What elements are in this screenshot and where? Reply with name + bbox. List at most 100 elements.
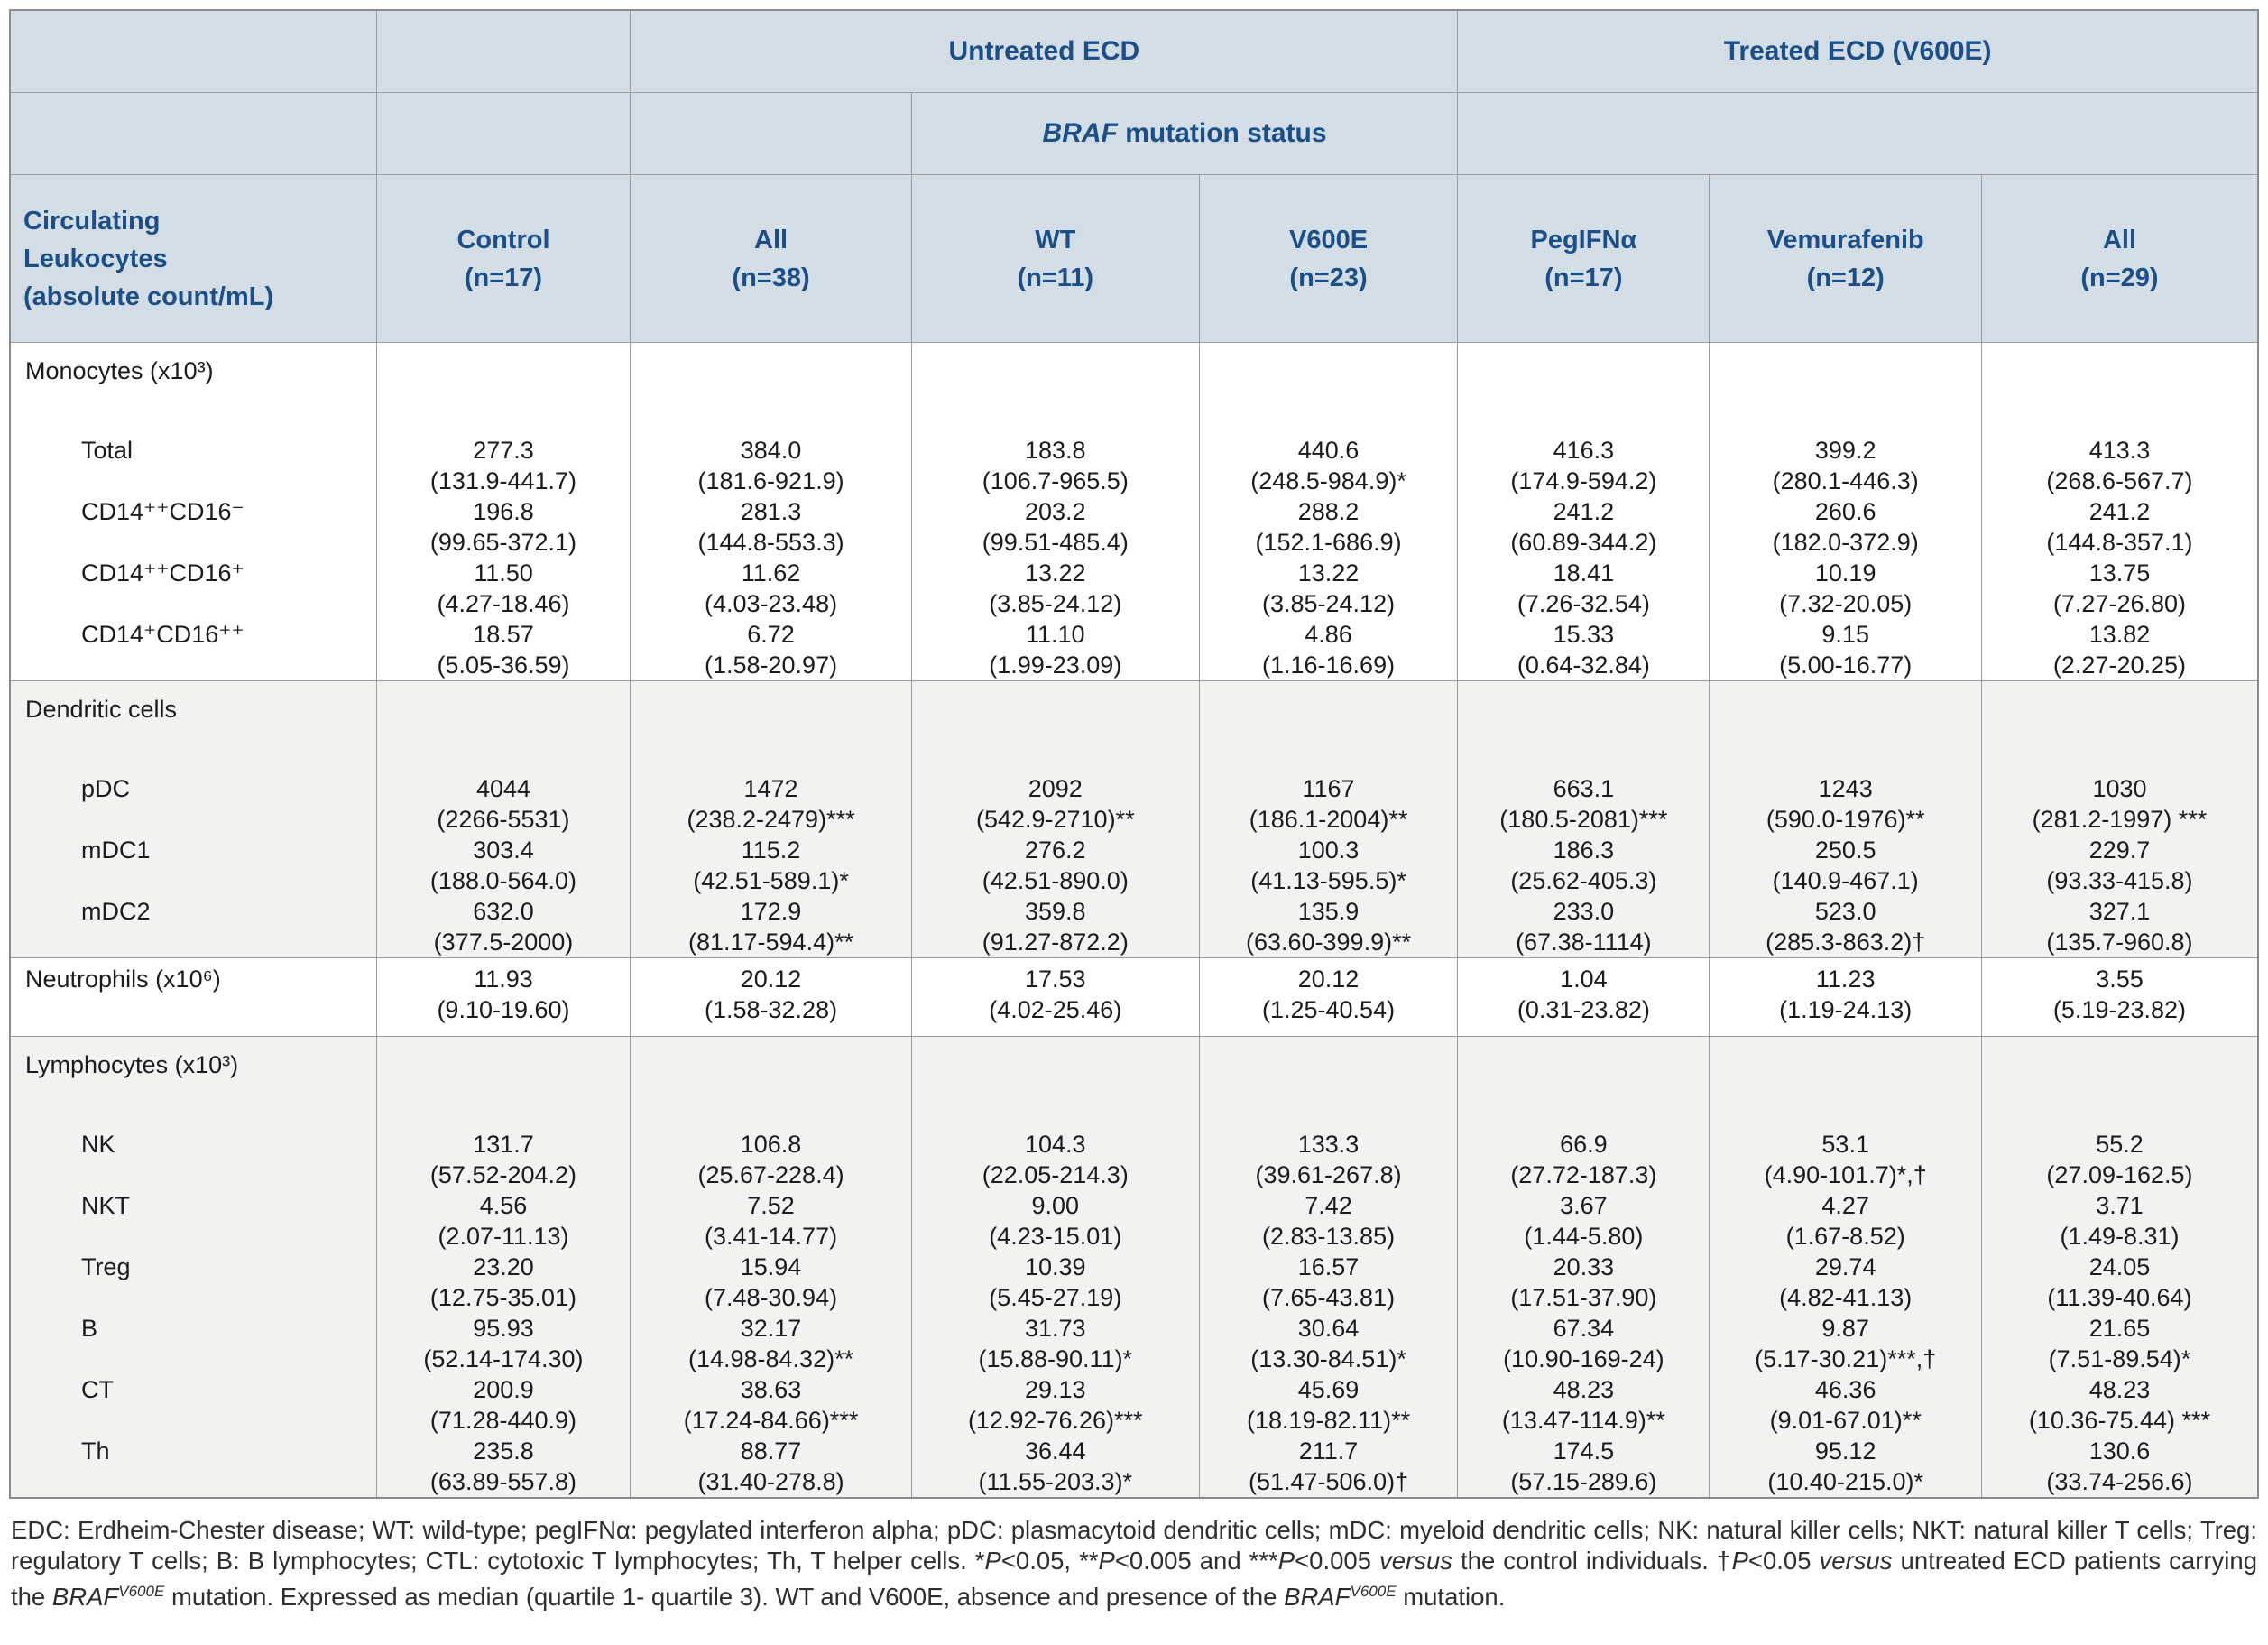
- median-value: 88.77: [740, 1437, 802, 1465]
- quartile-range: (4.90-101.7)*,†: [1764, 1161, 1927, 1188]
- value-cell: 3.67 (1.44-5.80): [1457, 1190, 1710, 1252]
- row-label: Treg: [9, 1252, 377, 1313]
- value-cell: 31.73 (15.88-90.11)*: [910, 1313, 1200, 1374]
- median-value: 36.44: [1024, 1437, 1086, 1465]
- value-cell: 241.2 (60.89-344.2): [1457, 496, 1710, 558]
- median-value: 186.3: [1553, 836, 1615, 864]
- value-cell: 88.77 (31.40-278.8): [630, 1436, 912, 1498]
- quartile-range: (13.30-84.51)*: [1250, 1345, 1406, 1372]
- value-cell: 288.2 (152.1-686.9): [1198, 496, 1459, 558]
- table-row: NK 131.7 (57.52-204.2) 106.8 (25.67-228.4) 10…: [9, 1129, 2259, 1190]
- value-cell: 4.27 (1.67-8.52): [1709, 1190, 1982, 1252]
- median-value: 288.2: [1297, 498, 1360, 525]
- quartile-range: (99.65-372.1): [429, 529, 577, 556]
- median-value: 3.67: [1560, 1192, 1608, 1219]
- value-cell: 399.2 (280.1-446.3): [1709, 435, 1982, 496]
- quartile-range: (281.2-1997) ***: [2032, 806, 2208, 833]
- quartile-range: (7.32-20.05): [1779, 590, 1913, 617]
- median-value: 250.5: [1814, 836, 1876, 864]
- median-value: 229.7: [2088, 836, 2151, 864]
- quartile-range: (5.17-30.21)***,†: [1755, 1345, 1937, 1372]
- quartile-range: (10.36-75.44) ***: [2028, 1407, 2211, 1434]
- quartile-range: (27.09-162.5): [2046, 1161, 2193, 1188]
- quartile-range: (542.9-2710)**: [975, 806, 1135, 833]
- value-cell: 632.0 (377.5-2000): [375, 896, 632, 958]
- value-cell: 15.33 (0.64-32.84): [1457, 619, 1710, 681]
- blank-cell: [1457, 92, 2259, 175]
- median-value: 31.73: [1024, 1315, 1086, 1342]
- median-value: 359.8: [1024, 898, 1086, 925]
- median-value: 663.1: [1553, 775, 1615, 802]
- col-header-v600e: V600E (n=23): [1198, 174, 1459, 343]
- median-value: 281.3: [740, 498, 802, 525]
- corner-label: Circulating Leukocytes (absolute count/m…: [9, 174, 377, 343]
- empty-cell: [630, 342, 912, 435]
- value-cell: 260.6 (182.0-372.9): [1709, 496, 1982, 558]
- value-cell: 55.2 (27.09-162.5): [1980, 1129, 2259, 1190]
- value-cell: 9.15 (5.00-16.77): [1709, 619, 1982, 681]
- quartile-range: (1.25-40.54): [1261, 996, 1396, 1023]
- median-value: 95.93: [473, 1315, 534, 1342]
- empty-cell: [375, 1036, 632, 1129]
- median-value: 4.27: [1821, 1192, 1869, 1219]
- value-cell: 104.3 (22.05-214.3): [910, 1129, 1200, 1190]
- empty-cell: [1709, 1036, 1982, 1129]
- col-header-wt: WT (n=11): [910, 174, 1200, 343]
- quartile-range: (60.89-344.2): [1510, 529, 1657, 556]
- value-cell: 11.23 (1.19-24.13): [1709, 957, 1982, 1037]
- value-cell: 15.94 (7.48-30.94): [630, 1252, 912, 1313]
- median-value: 1243: [1818, 775, 1873, 802]
- median-value: 440.6: [1297, 437, 1360, 464]
- quartile-range: (11.39-40.64): [2047, 1284, 2192, 1311]
- median-value: 384.0: [740, 437, 802, 464]
- value-cell: 4.86 (1.16-16.69): [1198, 619, 1459, 681]
- median-value: 1.04: [1560, 966, 1608, 993]
- quartile-range: (1.49-8.31): [2060, 1223, 2180, 1250]
- median-value: 1472: [743, 775, 798, 802]
- quartile-range: (11.55-203.3)*: [978, 1468, 1133, 1495]
- table-row: mDC2 632.0 (377.5-2000) 172.9 (81.17-594.4)*…: [9, 896, 2259, 958]
- table-row: Treg 23.20 (12.75-35.01) 15.94 (7.48-30.94) 1…: [9, 1252, 2259, 1313]
- quartile-range: (140.9-467.1): [1772, 867, 1919, 894]
- quartile-range: (57.15-289.6): [1510, 1468, 1657, 1495]
- median-value: 196.8: [473, 498, 534, 525]
- quartile-range: (12.75-35.01): [429, 1284, 577, 1311]
- quartile-range: (1.99-23.09): [989, 652, 1122, 679]
- median-value: 16.57: [1297, 1253, 1360, 1280]
- quartile-range: (3.41-14.77): [704, 1223, 838, 1250]
- quartile-range: (25.62-405.3): [1510, 867, 1657, 894]
- value-cell: 523.0 (285.3-863.2)†: [1709, 896, 1982, 958]
- col-header-all-treated: All (n=29): [1980, 174, 2259, 343]
- table-row: pDC 4044 (2266-5531) 1472 (238.2-2479)*** 209…: [9, 773, 2259, 835]
- quartile-range: (12.92-76.26)***: [967, 1407, 1143, 1434]
- quartile-range: (280.1-446.3): [1772, 467, 1919, 494]
- quartile-range: (57.52-204.2): [429, 1161, 577, 1188]
- value-cell: 183.8 (106.7-965.5): [910, 435, 1200, 496]
- value-cell: 4.56 (2.07-11.13): [375, 1190, 632, 1252]
- quartile-range: (1.58-20.97): [704, 652, 838, 679]
- median-value: 183.8: [1024, 437, 1086, 464]
- col-header-vemurafenib: Vemurafenib (n=12): [1709, 174, 1982, 343]
- quartile-range: (4.03-23.48): [704, 590, 838, 617]
- value-cell: 250.5 (140.9-467.1): [1709, 835, 1982, 896]
- median-value: 24.05: [2088, 1253, 2151, 1280]
- quartile-range: (5.19-23.82): [2052, 996, 2187, 1023]
- row-label: Neutrophils (x10⁶): [9, 957, 377, 1037]
- quartile-range: (7.65-43.81): [1261, 1284, 1396, 1311]
- quartile-range: (10.90-169-24): [1503, 1345, 1664, 1372]
- blank-cell: [375, 9, 632, 93]
- blank-cell: [375, 92, 632, 175]
- quartile-range: (2.07-11.13): [438, 1223, 569, 1250]
- value-cell: 281.3 (144.8-553.3): [630, 496, 912, 558]
- value-cell: 1.04 (0.31-23.82): [1457, 957, 1710, 1037]
- median-value: 115.2: [741, 836, 801, 864]
- quartile-range: (41.13-595.5)*: [1250, 867, 1406, 894]
- value-cell: 95.93 (52.14-174.30): [375, 1313, 632, 1374]
- quartile-range: (590.0-1976)**: [1766, 806, 1925, 833]
- median-value: 21.65: [2088, 1315, 2151, 1342]
- table-row: CD14⁺⁺CD16⁺ 11.50 (4.27-18.46) 11.62 (4.03-2…: [9, 558, 2259, 619]
- empty-cell: [1457, 342, 1710, 435]
- quartile-range: (181.6-921.9): [697, 467, 844, 494]
- value-cell: 7.42 (2.83-13.85): [1198, 1190, 1459, 1252]
- value-cell: 29.74 (4.82-41.13): [1709, 1252, 1982, 1313]
